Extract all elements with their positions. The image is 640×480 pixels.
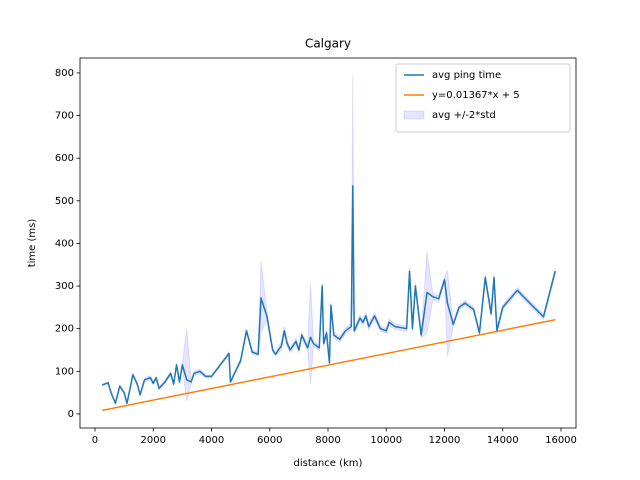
legend-label: avg +/-2*std [432,110,496,121]
x-tick-label: 2000 [141,435,166,446]
y-axis-label: time (ms) [27,219,38,268]
y-tick-label: 600 [55,153,74,164]
x-tick-label: 0 [92,435,98,446]
x-tick-label: 10000 [370,435,402,446]
legend-box [395,63,571,133]
x-tick-label: 4000 [199,435,224,446]
y-tick-label: 100 [55,366,74,377]
y-tick-label: 0 [68,409,74,420]
legend-swatch [403,110,425,120]
x-tick-label: 12000 [429,435,461,446]
x-tick-label: 8000 [315,435,340,446]
x-tick-label: 6000 [257,435,282,446]
legend-label: avg ping time [432,70,501,81]
x-tick-label: 16000 [545,435,577,446]
y-tick-label: 400 [55,238,74,249]
y-tick-label: 500 [55,196,74,207]
y-tick-label: 300 [55,281,74,292]
y-tick-label: 800 [55,68,74,79]
legend-label: y=0.01367*x + 5 [432,90,520,101]
y-tick-label: 200 [55,324,74,335]
x-axis-label: distance (km) [294,458,363,469]
series-line [102,185,556,405]
series-line [102,318,556,412]
chart-title: Calgary [305,37,351,51]
x-tick-label: 14000 [487,435,519,446]
y-tick-label: 700 [55,111,74,122]
